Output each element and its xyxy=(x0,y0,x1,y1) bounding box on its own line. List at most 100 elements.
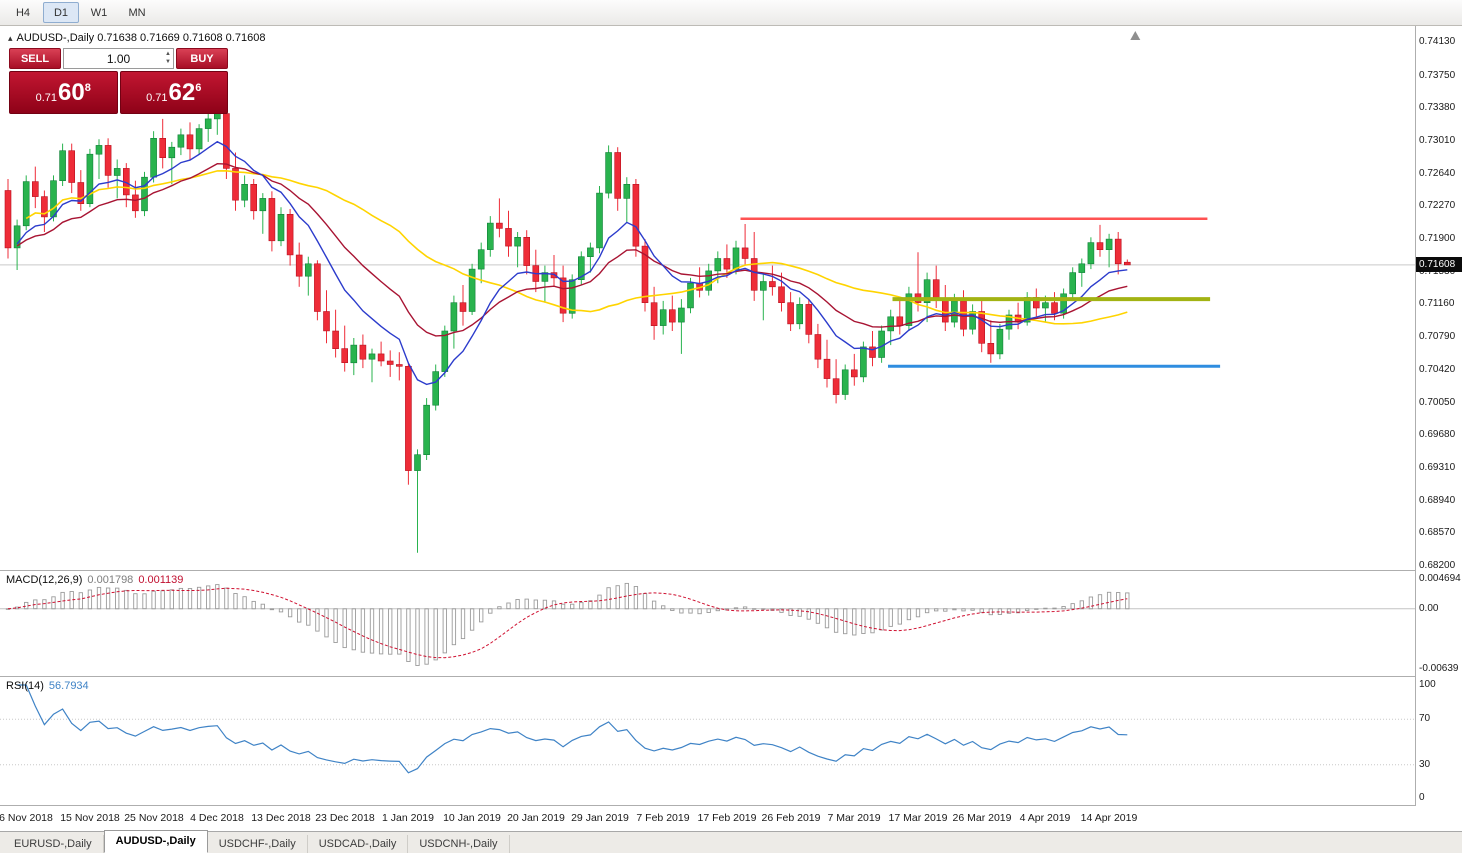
time-axis-label: 13 Dec 2018 xyxy=(251,812,311,824)
time-axis-label: 17 Feb 2019 xyxy=(697,812,757,824)
chart-region: ▴ AUDUSD-,Daily 0.71638 0.71669 0.71608 0… xyxy=(0,26,1462,831)
lot-spinner[interactable]: ▲ ▼ xyxy=(165,50,171,66)
timeframe-button-mn[interactable]: MN xyxy=(128,6,146,19)
macd-scale-label: 0.004694 xyxy=(1419,573,1461,584)
time-axis-label: 6 Nov 2018 xyxy=(0,812,53,824)
spinner-down-icon[interactable]: ▼ xyxy=(165,59,171,65)
chart-tab-usdchf[interactable]: USDCHF-,Daily xyxy=(208,835,308,853)
time-axis[interactable]: 6 Nov 2018 15 Nov 2018 25 Nov 2018 4 Dec 20… xyxy=(0,806,1415,831)
time-axis-label: 10 Jan 2019 xyxy=(443,812,501,824)
rsi-line xyxy=(17,684,1128,774)
rsi-scale-label: 100 xyxy=(1419,679,1436,690)
price-scale-label: 0.70790 xyxy=(1419,331,1456,343)
time-axis-label: 23 Dec 2018 xyxy=(315,812,375,824)
macd-main-value: 0.001798 xyxy=(87,574,134,586)
buy-button[interactable]: BUY xyxy=(176,48,228,69)
sell-price-big: 60 xyxy=(58,78,85,106)
rsi-chart xyxy=(0,684,1415,774)
price-scale-label: 0.71900 xyxy=(1419,233,1456,245)
time-axis-label: 7 Feb 2019 xyxy=(636,812,690,824)
sell-price-pip: 8 xyxy=(84,81,91,94)
time-axis-label: 4 Apr 2019 xyxy=(1019,812,1071,824)
time-axis-label: 26 Mar 2019 xyxy=(952,812,1012,824)
buy-price-box[interactable]: 0.71 62 6 xyxy=(119,71,228,114)
chart-tab-eurusd[interactable]: EURUSD-,Daily xyxy=(3,835,104,853)
rsi-scale-label: 70 xyxy=(1419,713,1431,725)
one-click-trade-panel: SELL 1.00 ▲ ▼ BUY 0.71 60 8 0.71 62 6 xyxy=(9,48,228,114)
lot-size-field[interactable]: 1.00 ▲ ▼ xyxy=(63,48,174,69)
rsi-pane: RSI(14) 56.7934 xyxy=(0,677,1415,805)
buy-price-big: 62 xyxy=(168,78,196,106)
macd-scale-label: 0.00 xyxy=(1419,602,1439,614)
macd-chart xyxy=(0,582,1415,666)
pane-separator[interactable] xyxy=(0,676,1462,677)
chart-tab-audusd[interactable]: AUDUSD-,Daily xyxy=(103,830,208,853)
pane-separator[interactable] xyxy=(0,570,1462,571)
macd-signal-line xyxy=(7,587,1128,659)
macd-histogram xyxy=(5,582,1130,666)
price-scale-label: 0.73750 xyxy=(1419,69,1456,81)
price-scale-label: 0.73010 xyxy=(1419,134,1456,146)
price-scale-label: 0.69310 xyxy=(1419,461,1456,473)
price-scale-label: 0.69680 xyxy=(1419,429,1456,441)
sell-price-box[interactable]: 0.71 60 8 xyxy=(9,71,118,114)
ohlc-values: 0.71638 0.71669 0.71608 0.71608 xyxy=(97,32,266,44)
price-scale-label: 0.68570 xyxy=(1419,527,1456,539)
timeframe-toolbar: H4 D1 W1 MN xyxy=(0,0,1462,26)
main-chart-pane[interactable]: ▴ AUDUSD-,Daily 0.71638 0.71669 0.71608 0… xyxy=(0,26,1415,570)
lot-size-value[interactable]: 1.00 xyxy=(106,51,131,66)
chart-title: ▴ AUDUSD-,Daily 0.71638 0.71669 0.71608 0… xyxy=(8,32,265,44)
time-axis-label: 14 Apr 2019 xyxy=(1080,812,1138,824)
price-scale-label: 0.70420 xyxy=(1419,363,1456,375)
time-axis-label: 15 Nov 2018 xyxy=(60,812,120,824)
price-scale-label: 0.72640 xyxy=(1419,167,1456,179)
timeframe-button-d1[interactable]: D1 xyxy=(43,2,79,23)
price-scale-label: 0.72270 xyxy=(1419,200,1456,212)
sell-price-prefix: 0.71 xyxy=(35,91,58,104)
macd-signal-value: 0.001139 xyxy=(138,574,184,586)
time-axis-label: 25 Nov 2018 xyxy=(124,812,184,824)
price-scale-label: 0.71160 xyxy=(1419,298,1455,310)
ma-slow-line xyxy=(25,169,1128,325)
time-axis-label: 20 Jan 2019 xyxy=(507,812,565,824)
chart-tab-usdcnh[interactable]: USDCNH-,Daily xyxy=(408,835,510,853)
rsi-scale-label: 0 xyxy=(1419,792,1425,803)
price-scale-label: 0.73380 xyxy=(1419,102,1456,114)
price-scale-label: 0.68940 xyxy=(1419,494,1456,506)
price-scale[interactable]: 0.74130 0.73750 0.73380 0.73010 0.72640 0.722… xyxy=(1415,26,1462,806)
candlestick-chart[interactable] xyxy=(0,26,1415,570)
macd-label: MACD(12,26,9) 0.001798 0.001139 xyxy=(6,574,183,586)
chart-tab-bar: EURUSD-,Daily AUDUSD-,Daily USDCHF-,Daily U… xyxy=(0,830,1462,853)
macd-name: MACD(12,26,9) xyxy=(6,574,83,586)
price-scale-label: 0.74130 xyxy=(1419,36,1456,47)
rsi-name: RSI(14) xyxy=(6,680,44,692)
time-axis-label: 29 Jan 2019 xyxy=(571,812,629,824)
current-price-tag: 0.71608 xyxy=(1416,257,1462,273)
time-axis-label: 17 Mar 2019 xyxy=(888,812,948,824)
time-axis-label: 4 Dec 2018 xyxy=(190,812,244,824)
timeframe-button-w1[interactable]: W1 xyxy=(90,6,108,19)
price-scale-label: 0.70050 xyxy=(1419,396,1456,408)
buy-price-pip: 6 xyxy=(195,81,202,94)
chart-tab-usdcad[interactable]: USDCAD-,Daily xyxy=(308,835,409,853)
spinner-up-icon[interactable]: ▲ xyxy=(165,51,171,57)
time-axis-label: 7 Mar 2019 xyxy=(827,812,881,824)
rsi-scale-label: 30 xyxy=(1419,758,1431,770)
pane-separator xyxy=(0,805,1462,806)
rsi-label: RSI(14) 56.7934 xyxy=(6,680,89,692)
collapse-arrow-icon[interactable]: ▴ xyxy=(8,33,13,43)
candles xyxy=(4,108,1131,553)
price-scale-label: 0.68200 xyxy=(1419,560,1456,571)
chart-shift-marker-icon xyxy=(1130,31,1141,40)
macd-scale-label: -0.00639 xyxy=(1419,663,1459,674)
rsi-value: 56.7934 xyxy=(48,680,89,692)
macd-pane: MACD(12,26,9) 0.001798 0.001139 xyxy=(0,571,1415,676)
ma-fast-line xyxy=(16,140,1128,386)
time-axis-label: 1 Jan 2019 xyxy=(382,812,434,824)
ma-medium-line xyxy=(16,162,1128,337)
timeframe-button-h4[interactable]: H4 xyxy=(15,6,31,19)
buy-price-prefix: 0.71 xyxy=(146,91,168,104)
sell-button[interactable]: SELL xyxy=(9,48,61,69)
symbol-name: AUDUSD-,Daily xyxy=(16,32,95,44)
